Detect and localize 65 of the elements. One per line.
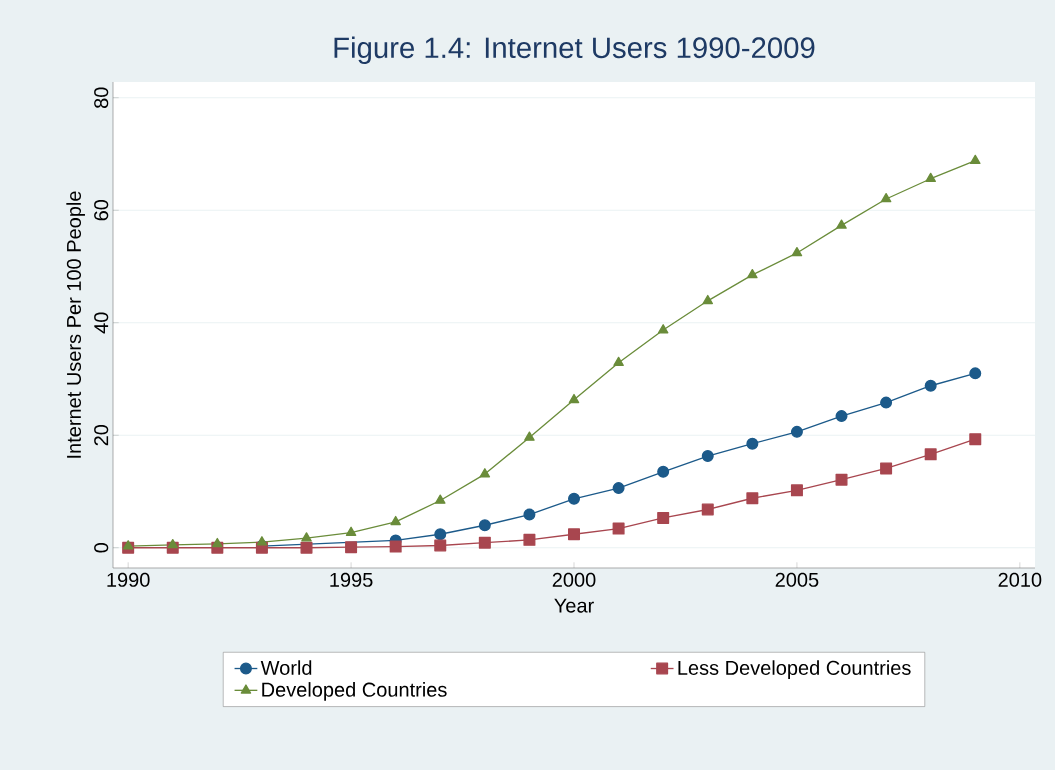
point xyxy=(434,539,447,552)
point xyxy=(790,484,803,497)
y-tick-label: 60 xyxy=(94,199,109,221)
point xyxy=(479,468,491,478)
point xyxy=(701,503,714,516)
point xyxy=(167,538,179,549)
point xyxy=(301,532,312,542)
point xyxy=(791,246,803,257)
point xyxy=(747,268,758,279)
point xyxy=(701,450,714,463)
point xyxy=(523,533,536,546)
point xyxy=(657,511,670,524)
point xyxy=(389,540,402,553)
point xyxy=(345,526,357,536)
y-axis-title: Internet Users Per 100 People xyxy=(66,191,85,458)
point xyxy=(746,492,759,505)
x-tick-label: 2010 xyxy=(998,572,1042,587)
point xyxy=(880,396,893,409)
x-axis-title: Year xyxy=(554,598,594,613)
point xyxy=(434,494,446,504)
x-tick-label: 1995 xyxy=(330,572,373,587)
point xyxy=(256,536,268,546)
point xyxy=(924,448,937,461)
point xyxy=(702,294,714,305)
point xyxy=(612,522,625,535)
point xyxy=(568,393,580,404)
point xyxy=(524,431,535,441)
point xyxy=(568,492,581,505)
point xyxy=(790,425,803,438)
point xyxy=(478,519,491,532)
legend-label: Developed Countries xyxy=(262,682,447,701)
point xyxy=(657,465,670,478)
point xyxy=(434,528,447,541)
point xyxy=(390,515,401,526)
x-tick-label: 2005 xyxy=(775,572,819,587)
point xyxy=(523,508,536,521)
point xyxy=(835,473,848,486)
point xyxy=(657,324,669,334)
point xyxy=(212,537,223,548)
point xyxy=(612,482,625,495)
x-tick-label: 1990 xyxy=(107,572,150,587)
point xyxy=(568,528,581,541)
point xyxy=(925,172,936,183)
chart-title: Figure 1.4: Internet Users 1990-2009 xyxy=(334,36,815,64)
point xyxy=(613,356,624,367)
point xyxy=(969,154,981,165)
y-tick-label: 40 xyxy=(94,312,109,334)
point xyxy=(300,541,313,554)
point xyxy=(836,219,847,229)
point xyxy=(835,410,848,423)
x-tick-label: 2000 xyxy=(552,572,596,587)
point xyxy=(880,192,892,203)
y-tick-label: 80 xyxy=(94,87,109,108)
legend-label: World xyxy=(260,660,312,675)
point xyxy=(122,540,134,550)
point xyxy=(345,541,358,554)
point xyxy=(969,433,982,446)
y-tick-label: 20 xyxy=(94,424,109,446)
point xyxy=(478,536,491,549)
point xyxy=(969,367,982,380)
point xyxy=(924,379,937,392)
y-tick-label: 0 xyxy=(94,542,109,553)
legend-label: Less Developed Countries xyxy=(678,660,911,679)
point xyxy=(880,462,893,475)
point xyxy=(746,437,759,450)
